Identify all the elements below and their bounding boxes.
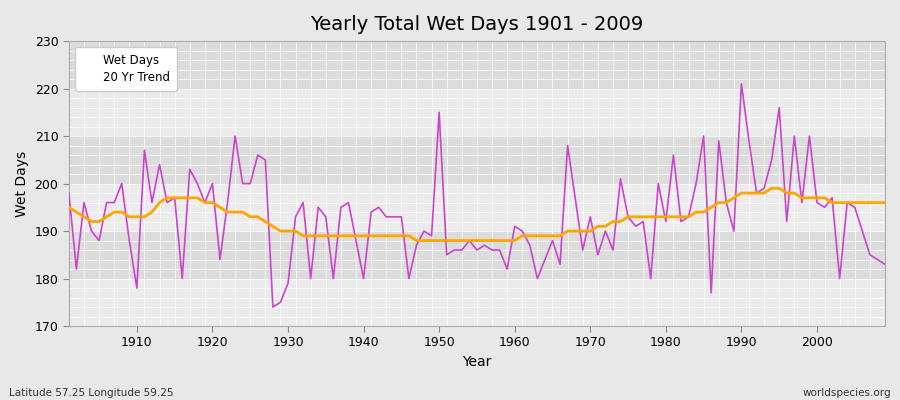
Y-axis label: Wet Days: Wet Days <box>15 150 29 217</box>
20 Yr Trend <box>509 238 520 243</box>
Text: worldspecies.org: worldspecies.org <box>803 388 891 398</box>
Wet Days <box>509 224 520 229</box>
Wet Days <box>608 248 618 252</box>
Line: Wet Days: Wet Days <box>68 84 885 307</box>
20 Yr Trend <box>879 200 890 205</box>
20 Yr Trend <box>766 186 777 191</box>
Wet Days <box>343 200 354 205</box>
Wet Days <box>267 305 278 310</box>
Bar <box>68 184 885 231</box>
Line: 20 Yr Trend: 20 Yr Trend <box>68 188 885 240</box>
Wet Days <box>63 191 74 196</box>
Wet Days <box>736 82 747 86</box>
20 Yr Trend <box>608 219 618 224</box>
X-axis label: Year: Year <box>463 355 491 369</box>
Title: Yearly Total Wet Days 1901 - 2009: Yearly Total Wet Days 1901 - 2009 <box>310 15 644 34</box>
Text: Latitude 57.25 Longitude 59.25: Latitude 57.25 Longitude 59.25 <box>9 388 174 398</box>
Bar <box>68 278 885 326</box>
20 Yr Trend <box>411 238 422 243</box>
20 Yr Trend <box>124 214 135 219</box>
20 Yr Trend <box>517 234 527 238</box>
Wet Days <box>879 262 890 267</box>
20 Yr Trend <box>63 205 74 210</box>
Bar <box>68 136 885 184</box>
Wet Days <box>124 238 135 243</box>
Bar <box>68 88 885 136</box>
Legend: Wet Days, 20 Yr Trend: Wet Days, 20 Yr Trend <box>75 47 177 91</box>
20 Yr Trend <box>290 229 301 234</box>
Wet Days <box>517 229 527 234</box>
Wet Days <box>298 200 309 205</box>
Bar <box>68 231 885 278</box>
Bar <box>68 41 885 88</box>
20 Yr Trend <box>336 234 346 238</box>
